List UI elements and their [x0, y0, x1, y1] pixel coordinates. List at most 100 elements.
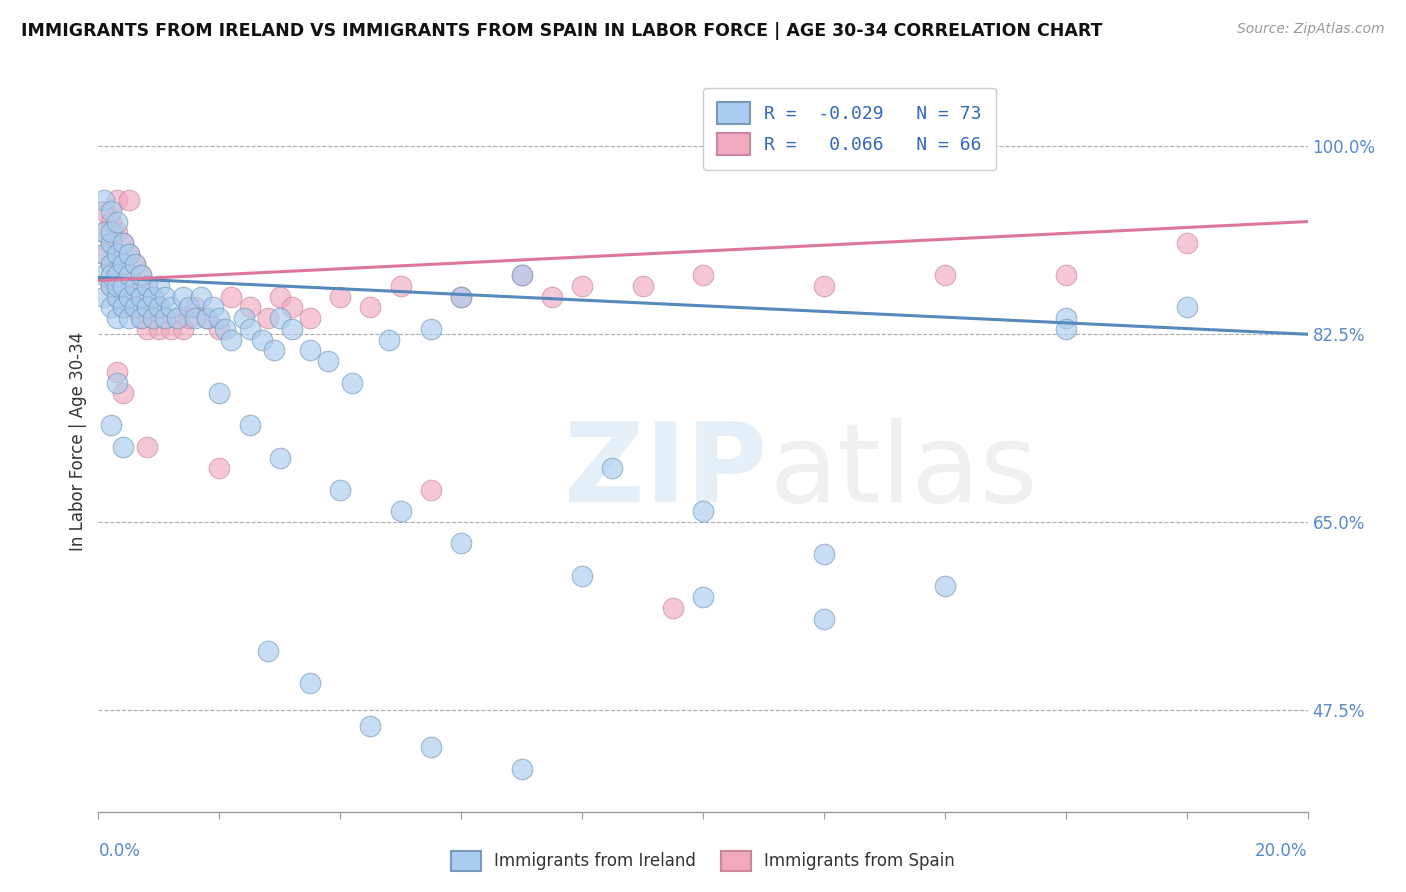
Point: [281, 322, 304, 336]
Point: [111, 440, 134, 454]
Point: [190, 290, 212, 304]
Point: [93, 203, 115, 218]
Text: IMMIGRANTS FROM IRELAND VS IMMIGRANTS FROM SPAIN IN LABOR FORCE | AGE 30-34 CORR: IMMIGRANTS FROM IRELAND VS IMMIGRANTS FR…: [21, 22, 1102, 40]
Point: [111, 301, 134, 315]
Point: [148, 301, 170, 315]
Point: [329, 483, 352, 497]
Text: ZIP: ZIP: [564, 417, 768, 524]
Point: [124, 301, 146, 315]
Point: [111, 386, 134, 401]
Point: [342, 376, 364, 390]
Point: [195, 311, 218, 326]
Point: [510, 762, 533, 776]
Point: [105, 290, 128, 304]
Point: [93, 268, 115, 283]
Point: [692, 268, 714, 283]
Point: [269, 450, 291, 465]
Point: [184, 311, 207, 326]
Point: [813, 279, 835, 293]
Point: [105, 290, 128, 304]
Point: [111, 235, 134, 250]
Point: [100, 279, 122, 293]
Point: [221, 290, 243, 304]
Point: [450, 290, 472, 304]
Point: [166, 311, 188, 326]
Point: [389, 504, 412, 518]
Point: [93, 246, 115, 260]
Point: [813, 547, 835, 561]
Point: [179, 311, 201, 326]
Point: [160, 322, 183, 336]
Point: [208, 461, 231, 475]
Point: [148, 301, 170, 315]
Point: [153, 311, 176, 326]
Point: [263, 343, 285, 358]
Point: [135, 279, 157, 293]
Point: [142, 290, 165, 304]
Point: [111, 258, 134, 272]
Point: [100, 418, 122, 433]
Point: [111, 279, 134, 293]
Point: [377, 333, 399, 347]
Point: [420, 483, 443, 497]
Point: [118, 290, 141, 304]
Point: [256, 644, 278, 658]
Point: [118, 290, 141, 304]
Text: 20.0%: 20.0%: [1256, 842, 1308, 860]
Point: [135, 279, 157, 293]
Point: [195, 311, 218, 326]
Point: [93, 193, 115, 207]
Point: [105, 193, 128, 207]
Point: [214, 322, 236, 336]
Point: [232, 311, 254, 326]
Point: [124, 301, 146, 315]
Point: [1175, 235, 1198, 250]
Point: [129, 268, 152, 283]
Point: [135, 322, 157, 336]
Point: [1054, 311, 1077, 326]
Text: 0.0%: 0.0%: [98, 842, 141, 860]
Point: [105, 268, 128, 283]
Point: [160, 301, 183, 315]
Point: [510, 268, 533, 283]
Point: [135, 440, 157, 454]
Point: [135, 301, 157, 315]
Point: [124, 258, 146, 272]
Point: [129, 290, 152, 304]
Point: [148, 322, 170, 336]
Point: [142, 290, 165, 304]
Point: [239, 418, 262, 433]
Point: [540, 290, 562, 304]
Point: [360, 719, 382, 733]
Point: [316, 354, 339, 368]
Point: [661, 600, 683, 615]
Point: [299, 311, 322, 326]
Point: [100, 203, 122, 218]
Point: [148, 279, 170, 293]
Point: [239, 322, 262, 336]
Point: [179, 301, 201, 315]
Point: [250, 333, 273, 347]
Point: [153, 311, 176, 326]
Point: [1054, 268, 1077, 283]
Point: [299, 343, 322, 358]
Point: [631, 279, 654, 293]
Point: [111, 279, 134, 293]
Point: [93, 225, 115, 239]
Point: [111, 301, 134, 315]
Point: [118, 311, 141, 326]
Point: [118, 193, 141, 207]
Point: [100, 268, 122, 283]
Point: [100, 301, 122, 315]
Point: [571, 279, 593, 293]
Point: [208, 311, 231, 326]
Point: [124, 258, 146, 272]
Y-axis label: In Labor Force | Age 30-34: In Labor Force | Age 30-34: [69, 332, 87, 551]
Point: [172, 322, 194, 336]
Point: [129, 268, 152, 283]
Text: atlas: atlas: [769, 417, 1038, 524]
Point: [100, 258, 122, 272]
Point: [360, 301, 382, 315]
Point: [299, 676, 322, 690]
Point: [166, 311, 188, 326]
